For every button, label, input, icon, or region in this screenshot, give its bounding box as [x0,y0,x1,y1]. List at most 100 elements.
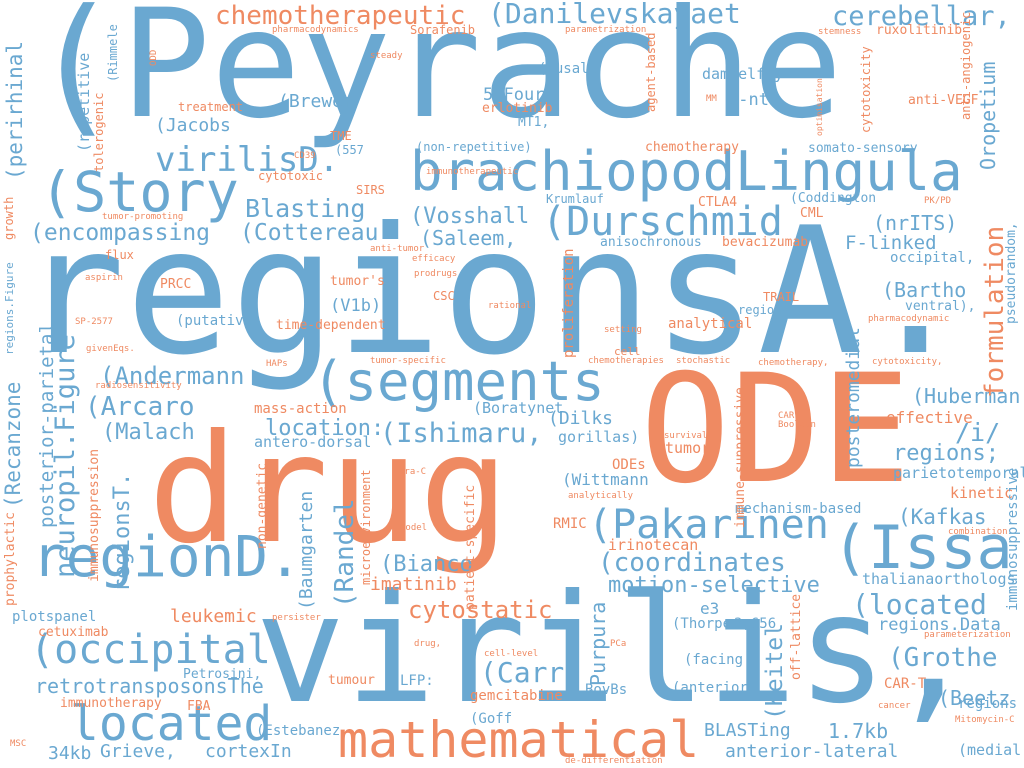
cloud-word: (Grothe [888,643,998,673]
cloud-word: (Peyrache [30,0,843,152]
cloud-word: anti-VEGF [908,93,979,108]
cloud-word: (coordinates [598,548,786,578]
cloud-word: effective [886,408,973,427]
cloud-word: (Rimmele [106,24,120,82]
cloud-word: CML [800,206,824,221]
cloud-word: stemness [818,27,862,37]
cloud-word: regionsT. [110,472,135,592]
cloud-word: drug [148,403,510,577]
cloud-word: 34kb [48,743,92,764]
cloud-word: regions.Data [878,615,1001,635]
cloud-word: stochastic [676,356,731,366]
cloud-word: FBA [187,699,211,714]
cloud-word: tumor's [330,274,385,289]
cloud-word: cytostatic [408,596,553,624]
cloud-word: tumor-promoting [102,212,184,222]
cloud-word: /i/ [955,418,1001,447]
cloud-word: posterior-parietal [36,322,58,528]
cloud-word: RMIC [553,516,587,532]
cloud-word: 9-nt [728,90,769,110]
cloud-word: chemotherapeutic [215,1,466,31]
cloud-word: (non-repetitive) [416,140,532,154]
cloud-word: leukemic [170,606,257,627]
cloud-word: (encompassing [30,220,211,246]
cloud-word: posteromedial [843,327,864,468]
cloud-word: CAR [778,411,795,421]
cloud-word: 3,656 [734,616,777,632]
cloud-word: (Pakarinen [588,502,829,548]
cloud-word: cytotoxicity [859,46,873,133]
cloud-word: drug, [414,639,442,649]
cloud-word: tumour [328,673,375,688]
cloud-word: Grieve, [100,741,176,762]
cloud-word: radiosensitivity [95,381,182,391]
cloud-word: F-linked [845,232,937,254]
cloud-word: imatinib [370,574,457,595]
cloud-word: (Keitel [762,623,788,720]
cloud-word: antero-dorsal [254,433,372,451]
cloud-word: (facing [684,652,744,668]
cloud-word: (Ishimaru, [380,418,543,449]
cloud-word: (Kafkas [898,505,987,529]
cloud-word: persister [272,613,321,623]
cloud-word: survival [664,431,708,441]
cloud-word: (V1b) [330,296,382,316]
cloud-word: virilis, [255,563,978,737]
cloud-word: mechanism-based [735,501,862,517]
cloud-word: microenvironment [359,469,373,585]
cloud-word: regions.Figure [3,262,16,355]
cloud-word: PCa [610,639,627,649]
cloud-word: immunotherapeutic [426,167,519,177]
cloud-word: PRCC [160,277,192,292]
cloud-word: (557 [335,143,364,157]
cloud-word: prodrugs [414,269,458,279]
cloud-word: immunosuppression [87,448,102,582]
cloud-word: Krumlauf [546,192,604,206]
cloud-word: setting [604,325,642,335]
cloud-word: CD39 [294,151,316,161]
cloud-word: agent-based [644,32,658,112]
cloud-word: location: [265,416,385,441]
cloud-word: SIRS [356,183,385,197]
cloud-word: MSC [10,739,27,749]
cloud-word: ruxolitinib [876,23,963,38]
cloud-word: somato-sensory [808,141,918,156]
cloud-word: (Huberman [912,384,1021,408]
cloud-word: ODE [640,343,911,517]
cloud-word: mass-action [254,401,347,417]
cloud-word: LFP: [400,673,434,689]
cloud-word: ventral), [905,299,976,314]
cloud-word: (Cottereau [240,220,379,246]
cloud-word: cell [614,345,641,358]
cloud-word: givenEqs. [86,344,135,354]
cloud-word: flux [105,248,134,262]
cloud-word: analytically [568,491,634,501]
cloud-word: parietotemporal [893,464,1024,482]
cloud-word: (Coddington [790,191,877,206]
cloud-word: (occipital [30,627,271,673]
cloud-word: 1.7kb [828,719,889,743]
cloud-word: Boolean [778,420,816,430]
cloud-word: MT1, [518,115,550,130]
cloud-word: mathematical [338,711,700,768]
cloud-word: (Andermann [100,362,245,390]
cloud-word: e3 [700,599,720,618]
cloud-word: gorillas) [558,428,640,446]
cloud-word: cetuximab [38,625,109,640]
cloud-word: optimisation [815,78,824,136]
cloud-word: chemotherapy, [758,358,829,368]
cloud-word: steady [370,51,403,61]
cloud-word: rational [488,301,532,311]
cloud-word: (Wittmann [562,470,649,489]
cloud-word: CAR-T [884,676,927,692]
cloud-word: (repetitive [75,52,93,152]
cloud-word: growth [2,196,16,240]
cloud-word: bevacizumab [722,235,809,250]
cloud-word: cancer [878,701,911,711]
cloud-word: (Recanzone [1,381,25,508]
cloud-word: (Jacobs [155,115,231,136]
cloud-word: de-differentiation [565,756,663,766]
cloud-word: irinotecan [608,536,699,554]
cloud-word: PK/PD [924,196,952,206]
cloud-word: (Danilevskayaet [488,0,741,30]
